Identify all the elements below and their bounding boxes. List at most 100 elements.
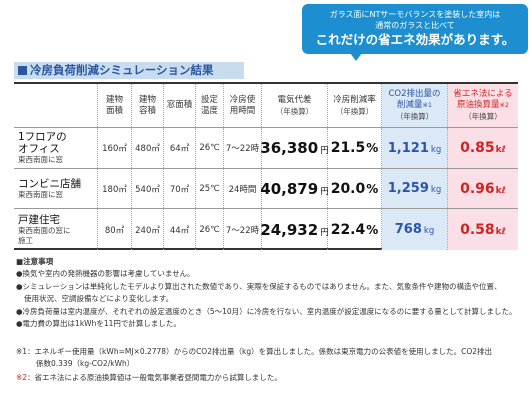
row-name-line: 戸建住宅	[18, 213, 60, 226]
header-electricity: 電気代差 （年換算）	[262, 84, 328, 127]
co2-unit: kg	[430, 144, 442, 155]
callout-line-1: ガラス面にNTサーモバランスを塗装した室内は	[329, 10, 501, 19]
volume-cell-value: 480㎡	[135, 144, 160, 154]
window-area-cell: 44㎡	[164, 209, 196, 250]
row-window-note: 東西南面の窓に	[18, 225, 71, 235]
row-window-note: 東西南面に窓	[18, 189, 63, 199]
oil-unit: kℓ	[495, 185, 506, 196]
set-temp-cell-value: 26℃	[199, 143, 220, 153]
note-item: 使用状況、空調設備などにより変化します。	[24, 294, 174, 304]
set-temp-cell-value: 26℃	[199, 224, 220, 235]
header-reduction-rate: 冷房削減率 （年換算）	[328, 84, 382, 127]
electricity-unit: 円	[320, 227, 329, 238]
note-item: ●電力費の算出は1kWhを11円で計算しました。	[16, 319, 181, 329]
set-temp-cell: 26℃	[196, 209, 224, 250]
note-item: ●冷房負荷量は室内温度が、それぞれの設定温度のとき（5〜10月）に冷房を行ない、…	[16, 306, 517, 316]
co2-number: 1,121	[387, 140, 429, 156]
oil-value: 0.96kℓ	[460, 181, 506, 197]
footnote-2-mark: ※2	[16, 373, 28, 382]
header-set-temp: 設定温度	[196, 84, 224, 127]
reduction-rate-number: 22.4	[330, 221, 366, 238]
electricity-value: 36,380 円	[260, 139, 328, 157]
oil-value: 0.85kℓ	[460, 140, 506, 156]
floor-area-cell-value: 80㎡	[104, 225, 125, 236]
row-name-line: 1フロアの	[18, 131, 67, 143]
oil-number: 0.96	[460, 180, 495, 197]
cooling-hours-cell: 7〜22時	[224, 209, 262, 250]
reduction-rate-value: 22.4%	[331, 222, 379, 238]
footnote-2: ※2：省エネ法による原油換算値は一般電気事業者昼間電力から試算しました。	[16, 372, 522, 384]
header-floor-area: 建物面積	[98, 84, 132, 127]
oil-cell: 0.58kℓ	[448, 209, 518, 250]
section-heading: 冷房負荷削減シミュレーション結果	[14, 62, 244, 79]
floor-area-cell-value: 180㎡	[102, 184, 127, 195]
window-area-cell: 64㎡	[164, 128, 196, 168]
cooling-hours-cell-value: 24時間	[228, 184, 257, 195]
notes-title: ■注意事項	[16, 257, 54, 266]
electricity-value: 24,932 円	[260, 221, 328, 239]
window-area-cell-value: 70㎡	[169, 184, 190, 195]
cooling-hours-cell-value: 7〜22時	[225, 225, 260, 236]
table-row: 戸建住宅 東西南面の窓に 施工 80㎡ 240㎡ 44㎡ 26℃ 7〜22時 24,932 円 22…	[14, 209, 518, 250]
oil-value: 0.58kℓ	[460, 222, 506, 238]
floor-area-cell: 160㎡	[98, 128, 132, 168]
reduction-rate-unit: %	[366, 181, 379, 196]
note-item: ●換気や室内の発熱機器の影響は考慮していません。	[16, 269, 195, 279]
notes-section: ■注意事項 ●換気や室内の発熱機器の影響は考慮していません。 ●シミュレーション…	[16, 256, 522, 330]
table-row: 1フロアの オフィス 東西南面に窓 160㎡ 480㎡ 64㎡ 26℃ 7〜22時 36,380…	[14, 128, 518, 169]
volume-cell-value: 540㎡	[135, 184, 160, 195]
floor-area-cell: 80㎡	[98, 209, 132, 250]
footnote-1-line-2: 係数0.339（kg-CO2/kWh）	[36, 359, 135, 368]
co2-cell: 1,259 kg	[382, 169, 448, 208]
reduction-rate-number: 21.5	[330, 140, 366, 156]
header-blank	[14, 84, 98, 127]
co2-cell: 768 kg	[382, 209, 448, 250]
co2-value: 1,121 kg	[388, 141, 441, 156]
oil-number: 0.58	[460, 221, 495, 238]
cooling-hours-cell: 7〜22時	[224, 128, 262, 168]
oil-number: 0.85	[460, 140, 495, 156]
set-temp-cell: 25℃	[196, 169, 224, 208]
window-area-cell-value: 44㎡	[169, 225, 190, 236]
floor-area-cell-value: 160㎡	[102, 144, 127, 154]
volume-cell: 240㎡	[132, 209, 164, 250]
co2-value: 1,259 kg	[388, 181, 441, 196]
footnote-1-mark: ※1	[16, 347, 28, 356]
oil-cell: 0.96kℓ	[448, 169, 518, 208]
section-heading-text: 冷房負荷削減シミュレーション結果	[30, 63, 214, 77]
reduction-rate-value: 20.0%	[331, 181, 379, 197]
callout-headline: これだけの省エネ効果があります。	[315, 32, 515, 47]
row-label: 1フロアの オフィス 東西南面に窓	[14, 128, 98, 168]
reduction-rate-number: 20.0	[330, 180, 366, 197]
volume-cell: 540㎡	[132, 169, 164, 208]
cooling-hours-cell-value: 7〜22時	[225, 144, 260, 154]
co2-unit: kg	[423, 226, 435, 236]
electricity-cell: 24,932 円	[260, 209, 329, 250]
co2-number: 768	[394, 222, 422, 237]
footnote-1: ※1：エネルギー使用量（kWh=MJ×0.2778）からのCO2排出量（kg）を…	[16, 346, 522, 370]
row-window-note: 東西南面に窓	[18, 155, 63, 164]
co2-cell: 1,121 kg	[382, 128, 448, 168]
callout-line-2: 通常のガラスと比べて	[375, 21, 455, 30]
row-window-note: 施工	[18, 235, 33, 245]
electricity-unit: 円	[320, 146, 329, 156]
electricity-number: 36,380	[260, 139, 319, 157]
reduction-rate-cell: 21.5%	[328, 128, 382, 168]
co2-number: 1,259	[387, 181, 429, 196]
reduction-rate-cell: 20.0%	[328, 169, 382, 208]
electricity-number: 24,932	[260, 220, 319, 239]
set-temp-cell: 26℃	[196, 128, 224, 168]
row-name-line: オフィス	[18, 143, 60, 155]
footnote-2-text: ：省エネ法による原油換算値は一般電気事業者昼間電力から試算しました。	[27, 373, 282, 382]
reduction-rate-value: 21.5%	[331, 140, 379, 156]
simulation-table: 建物面積 建物容積 窓面積 設定温度 冷房使用時間 電気代差 （年換算） 冷房削…	[14, 82, 518, 250]
row-label: コンビニ店舗 東西南面に窓	[14, 169, 98, 208]
reduction-rate-unit: %	[366, 141, 379, 155]
header-co2: CO2排出量の削減量※1 （年換算）	[382, 84, 448, 127]
co2-value: 768 kg	[395, 222, 434, 237]
callout-tail	[350, 53, 362, 61]
square-bullet-icon	[18, 66, 27, 75]
electricity-unit: 円	[320, 186, 329, 197]
electricity-cell: 36,380 円	[260, 128, 329, 168]
window-area-cell-value: 64㎡	[169, 144, 190, 154]
